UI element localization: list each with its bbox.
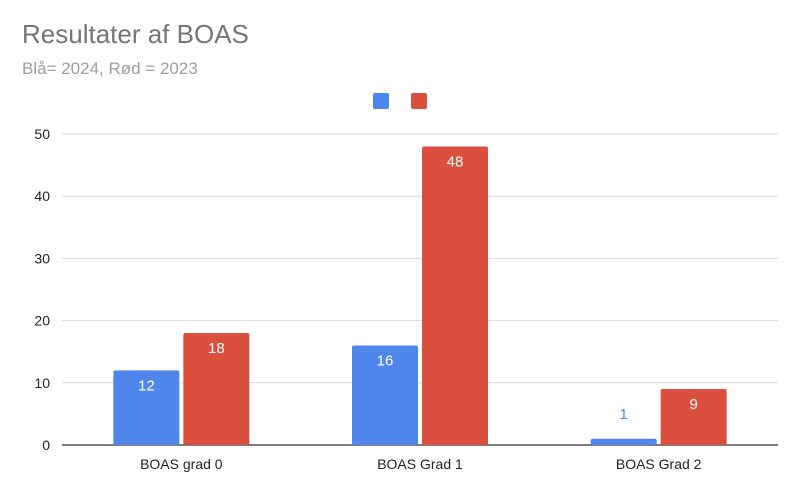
legend-swatch-series-1 — [373, 93, 389, 109]
data-label: 9 — [689, 396, 697, 413]
y-tick-label: 0 — [42, 437, 50, 453]
data-label: 16 — [377, 352, 394, 369]
data-label: 1 — [619, 406, 627, 423]
bar-series-1-3 — [590, 438, 657, 445]
bar-series-1-1 — [113, 370, 180, 445]
bar-series-2-2 — [422, 146, 488, 445]
data-label: 18 — [208, 340, 225, 357]
x-tick-label: BOAS Grad 2 — [616, 456, 702, 472]
x-axis: BOAS grad 0 BOAS Grad 1 BOAS Grad 2 — [140, 456, 702, 472]
x-tick-label: BOAS grad 0 — [140, 456, 223, 472]
y-tick-label: 30 — [34, 250, 50, 266]
bars — [113, 146, 727, 445]
grid — [62, 133, 778, 446]
data-labels: 12 18 16 48 1 9 — [138, 153, 698, 422]
data-label: 12 — [138, 377, 155, 394]
y-tick-label: 40 — [34, 188, 50, 204]
chart-title: Resultater af BOAS — [22, 19, 249, 49]
bar-series-2-3 — [660, 389, 727, 445]
x-tick-label: BOAS Grad 1 — [377, 456, 463, 472]
chart-subtitle: Blå= 2024, Rød = 2023 — [22, 59, 198, 78]
legend — [373, 93, 427, 109]
legend-swatch-series-2 — [411, 93, 427, 109]
bar-series-1-2 — [352, 345, 418, 445]
y-axis: 0 10 20 30 40 50 — [34, 126, 50, 453]
data-label: 48 — [447, 153, 464, 170]
bar-series-2-1 — [183, 333, 250, 445]
y-tick-label: 50 — [34, 126, 50, 142]
y-tick-label: 10 — [34, 375, 50, 391]
y-tick-label: 20 — [34, 313, 50, 329]
